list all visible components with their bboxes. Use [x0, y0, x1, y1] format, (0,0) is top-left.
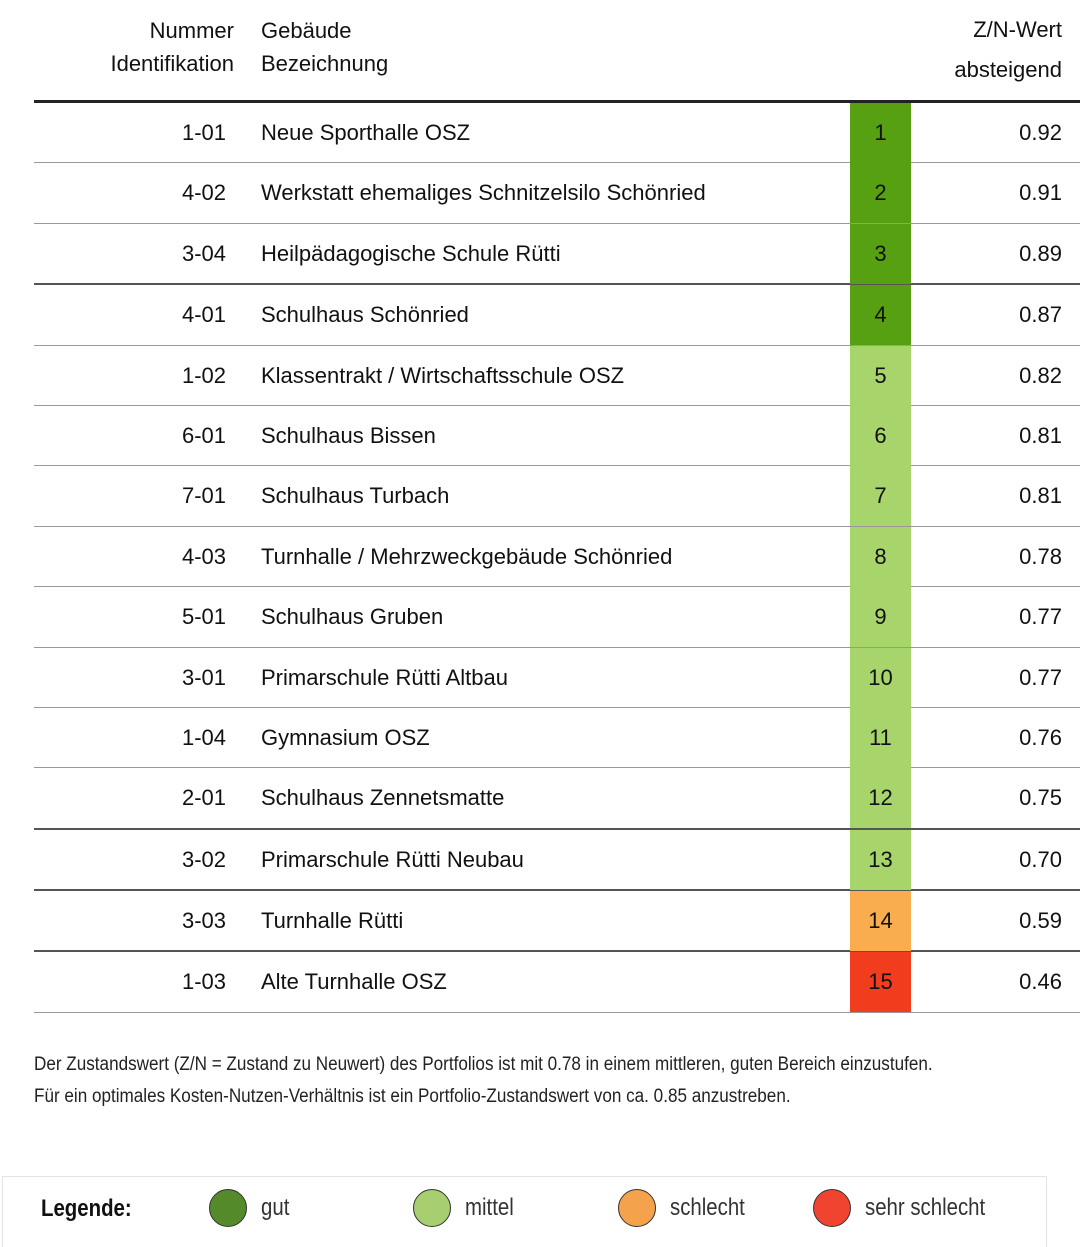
- table-row: 4-02 Werkstatt ehemaliges Schnitzelsilo S…: [34, 163, 1080, 224]
- zn-value: 0.46: [1019, 969, 1062, 995]
- building-number: 4-01: [181, 302, 226, 328]
- circle-icon: [618, 1189, 656, 1227]
- legend-label: sehr schlecht: [865, 1194, 986, 1221]
- zn-value: 0.91: [1019, 180, 1062, 206]
- zn-value: 0.78: [1019, 543, 1062, 569]
- building-name: Schulhaus Zennetsmatte: [261, 785, 505, 811]
- legend-title: Legende:: [41, 1195, 132, 1222]
- legend-label: gut: [261, 1194, 290, 1221]
- table-row: 1-01 Neue Sporthalle OSZ 1 0.92: [34, 103, 1080, 164]
- zn-value: 0.77: [1019, 664, 1062, 690]
- circle-icon: [813, 1189, 851, 1227]
- building-name: Turnhalle / Mehrzweckgebäude Schönried: [261, 543, 673, 569]
- header-number: Nummer Identifikation: [110, 18, 234, 76]
- legend-item: schlecht: [618, 1189, 758, 1227]
- zn-value: 0.70: [1019, 846, 1062, 872]
- rank-cell: 10: [850, 647, 911, 708]
- rank-cell: 14: [850, 891, 911, 952]
- zn-value: 0.89: [1019, 240, 1062, 266]
- table-row: 3-02 Primarschule Rütti Neubau 13 0.70: [34, 829, 1080, 892]
- rank-cell: 1: [850, 103, 911, 163]
- table-row: 1-03 Alte Turnhalle OSZ 15 0.46: [34, 952, 1080, 1013]
- building-name: Heilpädagogische Schule Rütti: [261, 240, 561, 266]
- table-row: 4-03 Turnhalle / Mehrzweckgebäude Schönri…: [34, 526, 1080, 588]
- circle-icon: [413, 1189, 451, 1227]
- legend-item: mittel: [413, 1189, 522, 1227]
- rank-cell: 11: [850, 707, 911, 768]
- rank-cell: 13: [850, 829, 911, 890]
- rank-cell: 9: [850, 587, 911, 648]
- header-building: Gebäude Bezeichnung: [261, 18, 389, 76]
- building-name: Schulhaus Gruben: [261, 604, 444, 630]
- building-name: Turnhalle Rütti: [261, 908, 404, 934]
- building-number: 1-04: [181, 724, 226, 750]
- table-row: 1-02 Klassentrakt / Wirtschaftsschule OSZ…: [34, 345, 1080, 406]
- building-name: Werkstatt ehemaliges Schnitzelsilo Schön…: [261, 180, 706, 206]
- note-line-1: Der Zustandswert (Z/N = Zustand zu Neuwe…: [34, 1054, 933, 1075]
- table-row: 1-04 Gymnasium OSZ 11 0.76: [34, 707, 1080, 769]
- zn-value: 0.59: [1019, 908, 1062, 934]
- zn-value: 0.76: [1019, 724, 1062, 750]
- building-number: 6-01: [181, 422, 226, 448]
- building-number: 4-02: [181, 180, 226, 206]
- building-number: 5-01: [181, 604, 226, 630]
- table-row: 3-04 Heilpädagogische Schule Rütti 3 0.89: [34, 223, 1080, 286]
- building-number: 3-01: [181, 664, 226, 690]
- zn-value: 0.82: [1019, 362, 1062, 388]
- legend-item: sehr schlecht: [813, 1189, 1006, 1227]
- building-table: 1-01 Neue Sporthalle OSZ 1 0.92 4-02 Werkstat…: [34, 100, 1080, 1013]
- legend-label: schlecht: [670, 1194, 745, 1221]
- table-row: 3-03 Turnhalle Rütti 14 0.59: [34, 891, 1080, 953]
- building-number: 1-01: [181, 120, 226, 145]
- building-name: Schulhaus Schönried: [261, 302, 469, 328]
- table-row: 7-01 Schulhaus Turbach 7 0.81: [34, 466, 1080, 527]
- rank-cell: 6: [850, 405, 911, 466]
- building-number: 1-03: [181, 969, 226, 995]
- building-number: 7-01: [181, 483, 226, 509]
- rank-cell: 3: [850, 223, 911, 284]
- legend: Legende: gut mittel schlecht sehr schlecht: [2, 1176, 1047, 1247]
- rank-cell: 8: [850, 526, 911, 587]
- building-name: Schulhaus Turbach: [261, 483, 450, 509]
- building-name: Klassentrakt / Wirtschaftsschule OSZ: [261, 362, 625, 388]
- zn-value: 0.81: [1019, 483, 1062, 509]
- building-name: Primarschule Rütti Altbau: [261, 664, 508, 690]
- legend-label: mittel: [465, 1194, 514, 1221]
- rank-cell: 4: [850, 285, 911, 346]
- table-row: 5-01 Schulhaus Gruben 9 0.77: [34, 587, 1080, 648]
- building-name: Alte Turnhalle OSZ: [261, 969, 447, 995]
- rank-cell: 7: [850, 466, 911, 527]
- building-number: 3-02: [181, 846, 226, 872]
- legend-item: gut: [209, 1189, 294, 1227]
- table-row: 3-01 Primarschule Rütti Altbau 10 0.77: [34, 647, 1080, 708]
- building-name: Primarschule Rütti Neubau: [261, 846, 524, 872]
- building-number: 4-03: [181, 543, 226, 569]
- rank-cell: 12: [850, 768, 911, 829]
- zn-value: 0.87: [1019, 302, 1062, 328]
- header-zn-value: Z/N-Wert absteigend: [954, 17, 1062, 82]
- zn-value: 0.92: [1019, 120, 1062, 145]
- zn-value: 0.81: [1019, 422, 1062, 448]
- building-number: 3-03: [181, 908, 226, 934]
- building-name: Schulhaus Bissen: [261, 422, 436, 448]
- building-number: 3-04: [181, 240, 226, 266]
- building-number: 1-02: [181, 362, 226, 388]
- rank-cell: 5: [850, 345, 911, 406]
- table-row: 2-01 Schulhaus Zennetsmatte 12 0.75: [34, 768, 1080, 830]
- circle-icon: [209, 1189, 247, 1227]
- zn-value: 0.75: [1019, 785, 1062, 811]
- building-name: Neue Sporthalle OSZ: [261, 120, 471, 145]
- note-line-2: Für ein optimales Kosten-Nutzen-Verhältn…: [34, 1086, 791, 1107]
- rank-cell: 15: [850, 952, 911, 1013]
- building-number: 2-01: [181, 785, 226, 811]
- table-row: 4-01 Schulhaus Schönried 4 0.87: [34, 285, 1080, 346]
- rank-cell: 2: [850, 163, 911, 224]
- zn-value: 0.77: [1019, 604, 1062, 630]
- table-row: 6-01 Schulhaus Bissen 6 0.81: [34, 405, 1080, 467]
- building-name: Gymnasium OSZ: [261, 724, 430, 750]
